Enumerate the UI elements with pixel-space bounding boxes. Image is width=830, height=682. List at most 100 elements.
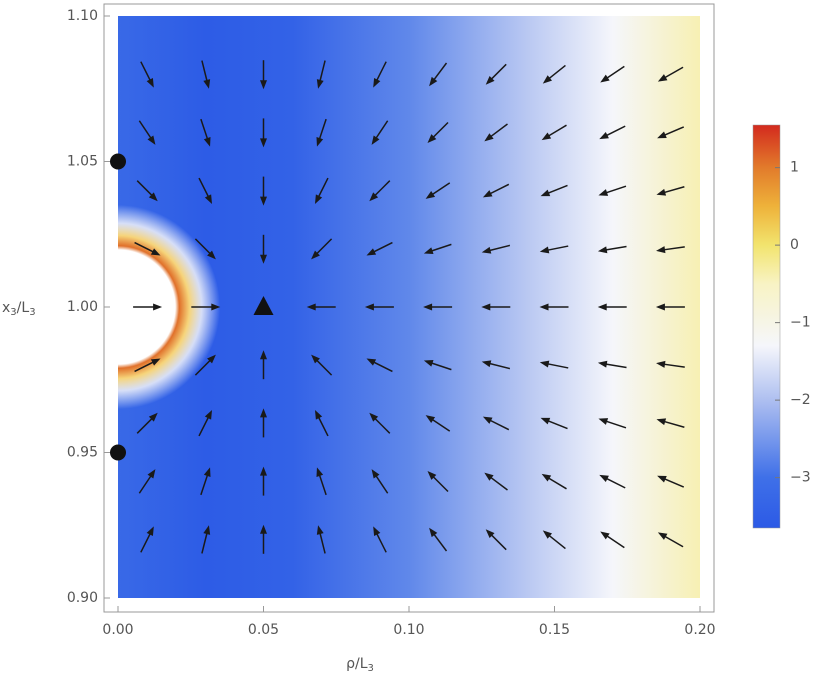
arrow-shaft: [430, 417, 451, 432]
arrow-shaft: [487, 418, 510, 431]
arrow-head: [656, 246, 666, 254]
arrow-shaft: [488, 123, 508, 139]
arrow-shaft: [662, 66, 684, 80]
arrow: [482, 416, 510, 431]
arrow-head: [260, 466, 267, 476]
arrow: [138, 120, 156, 145]
arrow-shaft: [138, 120, 153, 141]
arrow-shaft: [374, 473, 389, 494]
arrow-shaft: [140, 531, 152, 553]
arrow: [539, 245, 569, 254]
arrow: [133, 303, 163, 311]
arrow: [425, 415, 451, 432]
arrow: [316, 60, 326, 89]
arrow-head: [316, 467, 324, 478]
arrow-shaft: [431, 121, 449, 140]
y-label-sub: 3: [29, 307, 35, 318]
arrow: [599, 125, 626, 140]
arrow-shaft: [429, 243, 452, 253]
arrow-head: [539, 360, 550, 368]
arrow: [481, 244, 511, 254]
arrow: [656, 360, 685, 368]
arrow: [316, 467, 327, 496]
arrow-head: [597, 303, 607, 311]
arrow-shaft: [134, 241, 156, 254]
plot-area: [118, 16, 700, 598]
arrow-head: [203, 467, 211, 478]
arrow-shaft: [375, 61, 387, 83]
marker-circle: [110, 153, 126, 170]
arrow-head: [314, 194, 323, 205]
arrow-shaft: [662, 126, 685, 137]
arrow: [140, 61, 154, 88]
arrow-head: [600, 531, 610, 540]
arrow: [429, 527, 448, 552]
arrow-head: [207, 354, 216, 364]
arrow-head: [541, 132, 552, 141]
arrow-head: [656, 418, 667, 426]
arrow-shaft: [374, 120, 389, 141]
arrow-head: [260, 408, 267, 418]
y-axis-label: x3/L3: [2, 300, 36, 318]
arrow-head: [314, 409, 323, 420]
colorbar-tick-label: −3: [790, 470, 811, 486]
arrow-shaft: [661, 363, 685, 368]
arrow-head: [599, 474, 609, 483]
arrow-head: [655, 303, 665, 311]
x-tick-label: 0.10: [393, 622, 424, 638]
arrow-shaft: [603, 419, 627, 429]
arrow: [314, 177, 329, 205]
arrow-head: [204, 409, 213, 420]
arrow-head: [211, 303, 221, 311]
arrow-shaft: [488, 475, 508, 491]
arrow-head: [542, 530, 553, 539]
arrow-shaft: [603, 185, 627, 195]
arrow: [540, 184, 568, 197]
arrow-head: [207, 250, 216, 260]
arrow-head: [260, 524, 267, 534]
colorbar-tick-label: 1: [790, 160, 799, 176]
arrow-shaft: [375, 531, 387, 553]
arrow: [657, 66, 684, 82]
arrow-head: [657, 74, 668, 82]
arrow-shaft: [138, 473, 153, 494]
arrow-shaft: [546, 124, 567, 138]
arrow-shaft: [371, 241, 393, 254]
arrow-head: [148, 412, 158, 422]
arrow: [260, 408, 267, 438]
arrow-head: [306, 303, 316, 311]
arrow: [542, 530, 566, 550]
arrow-head: [481, 246, 492, 254]
arrow: [260, 524, 267, 554]
arrow-head: [369, 192, 379, 202]
arrow-head: [539, 246, 550, 254]
arrow: [484, 472, 508, 491]
arrow-head: [429, 76, 438, 87]
arrow-shaft: [200, 118, 209, 142]
x-label-sub: 3: [368, 663, 374, 674]
arrow-shaft: [545, 245, 569, 252]
arrow-head: [600, 74, 610, 83]
arrow-head: [423, 247, 434, 255]
arrow-head: [656, 188, 667, 196]
arrow: [425, 182, 451, 199]
arrow: [598, 418, 627, 429]
arrow-shaft: [316, 415, 329, 437]
arrow: [366, 358, 393, 373]
arrow-head: [656, 360, 666, 368]
arrow-head: [203, 79, 211, 89]
arrow-head: [260, 196, 267, 206]
arrow: [194, 238, 216, 260]
x-tick-label: 0.15: [539, 622, 570, 638]
arrow-head: [366, 248, 377, 256]
arrow-head: [311, 354, 320, 364]
y-label-part: x: [2, 300, 10, 316]
arrow: [423, 303, 453, 311]
arrow: [260, 118, 267, 148]
foreground: 0.00 0.05 0.10 0.15 0.20 0.90 0.95 1.00 1.05 1.10…: [67, 8, 811, 638]
marker-circle: [110, 444, 126, 461]
x-tick-label: 0.00: [102, 622, 133, 638]
arrow-shaft: [603, 245, 627, 252]
arrow: [260, 176, 267, 206]
y-label-sub: 3: [10, 307, 16, 318]
